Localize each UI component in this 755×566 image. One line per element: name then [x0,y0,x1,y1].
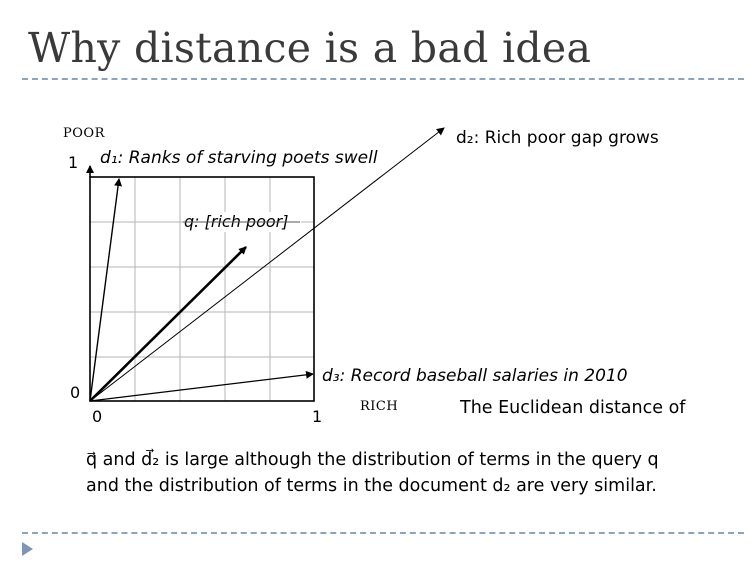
unit-square [89,176,315,402]
tick-x-1: 1 [312,407,322,426]
footer-divider [22,532,744,534]
triangle-right-icon[interactable] [22,542,33,556]
title-divider [22,78,744,80]
caption-line-1: q⃗ and d⃗₂ is large although the distrib… [86,450,659,470]
tick-y-0: 0 [70,383,80,402]
vector-d3 [89,370,314,402]
slide-title: Why distance is a bad idea [28,24,592,72]
caption: q⃗ and d⃗₂ is large although the distrib… [86,447,716,499]
label-q-group: q: [rich poor] [183,212,301,232]
vector-d1 [89,178,123,402]
euclid-text: The Euclidean distance of [460,398,686,418]
tick-y-1: 1 [68,153,78,172]
y-axis-label: POOR [63,126,106,141]
caption-line-2: and the distribution of terms in the doc… [86,476,657,496]
label-d2: d₂: Rich poor gap grows [456,128,659,148]
x-axis-label: RICH [360,399,398,414]
vector-q [89,246,247,402]
tick-x-0: 0 [92,407,102,426]
vector-d2 [89,127,445,402]
label-d1: d₁: Ranks of starving poets swell [100,148,378,168]
label-d3: d₃: Record baseball salaries in 2010 [322,366,628,386]
